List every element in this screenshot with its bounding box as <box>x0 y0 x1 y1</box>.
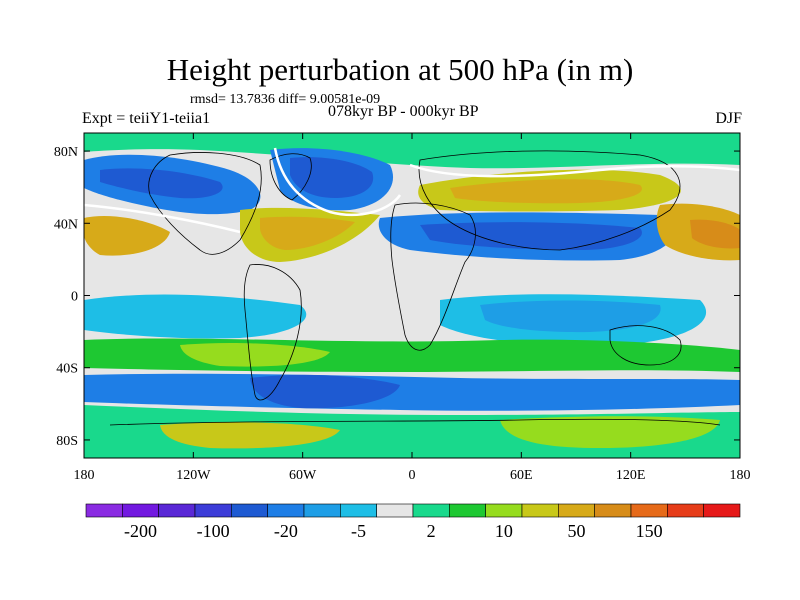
lon-axis: 180 120W 60W 0 60E 120E 180 <box>74 133 751 483</box>
stats-label: rmsd= 13.7836 diff= 9.00581e-09 <box>190 92 381 107</box>
colorbar-label: -20 <box>274 521 298 541</box>
lat-tick-label: 80N <box>54 145 78 160</box>
colorbar-swatch <box>412 503 450 518</box>
plot-title: Height perturbation at 500 hPa (in m) <box>166 52 634 87</box>
colorbar-label: -200 <box>124 521 157 541</box>
colorbar-swatch <box>449 503 486 518</box>
colorbar: -200 -100 -20 -5 2 10 50 150 <box>85 503 741 541</box>
lon-tick-label: 60W <box>289 468 317 483</box>
colorbar-swatch <box>630 503 668 518</box>
lat-tick-label: 0 <box>71 290 78 305</box>
colorbar-label: -100 <box>197 521 230 541</box>
colorbar-swatch <box>303 503 341 518</box>
colorbar-label: 2 <box>427 521 436 541</box>
lat-tick-label: 40S <box>56 362 78 377</box>
season-label: DJF <box>715 110 742 127</box>
lon-tick-label: 120W <box>176 468 211 483</box>
colorbar-swatch <box>122 503 159 518</box>
colorbar-swatch <box>703 503 741 518</box>
lon-tick-label: 60E <box>510 468 533 483</box>
colorbar-label: 10 <box>495 521 513 541</box>
colorbar-swatch <box>85 503 123 518</box>
colorbar-swatch <box>231 503 268 518</box>
experiment-label: Expt = teiiY1-teiia1 <box>82 110 211 127</box>
colorbar-swatch <box>667 503 704 518</box>
lat-tick-label: 80S <box>56 434 78 449</box>
lon-tick-label: 180 <box>730 468 751 483</box>
lon-tick-label: 180 <box>74 468 95 483</box>
colorbar-swatch <box>485 503 523 518</box>
colorbar-label: 50 <box>568 521 586 541</box>
colorbar-swatch <box>158 503 196 518</box>
colorbar-label: -5 <box>351 521 366 541</box>
colorbar-swatch <box>194 503 232 518</box>
period-label: 078kyr BP - 000kyr BP <box>328 103 479 120</box>
contour-field <box>84 133 740 458</box>
colorbar-swatch <box>267 503 305 518</box>
colorbar-swatch <box>558 503 595 518</box>
colorbar-swatch <box>521 503 559 518</box>
lon-tick-label: 0 <box>409 468 416 483</box>
colorbar-label: 150 <box>636 521 663 541</box>
lat-tick-label: 40N <box>54 217 78 232</box>
lon-tick-label: 120E <box>616 468 646 483</box>
colorbar-swatch <box>340 503 377 518</box>
colorbar-swatch <box>376 503 414 518</box>
colorbar-swatch <box>594 503 632 518</box>
lat-axis: 80N 40N 0 40S 80S <box>54 145 740 449</box>
